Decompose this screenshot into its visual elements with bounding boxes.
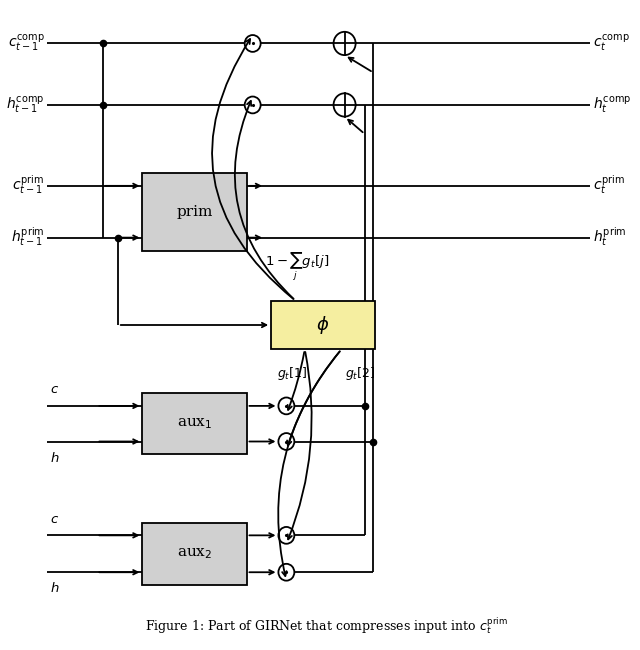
- Text: $c_{t-1}^{\rm prim}$: $c_{t-1}^{\rm prim}$: [13, 174, 44, 198]
- Bar: [142, 393, 246, 454]
- Text: $c_{t-1}^{\rm comp}$: $c_{t-1}^{\rm comp}$: [8, 33, 44, 54]
- Text: aux$_2$: aux$_2$: [177, 547, 212, 561]
- Text: $\phi$: $\phi$: [317, 314, 330, 336]
- Text: $g_t[2]$: $g_t[2]$: [345, 365, 375, 382]
- Text: aux$_1$: aux$_1$: [177, 417, 212, 431]
- Text: $c_{t}^{\rm prim}$: $c_{t}^{\rm prim}$: [593, 174, 625, 198]
- Text: $h$: $h$: [51, 450, 60, 465]
- Text: $h_{t-1}^{\rm comp}$: $h_{t-1}^{\rm comp}$: [6, 94, 44, 116]
- Text: Figure 1: Part of GIRNet that compresses input into $c_t^{\rm prim}$: Figure 1: Part of GIRNet that compresses…: [145, 615, 508, 636]
- Text: $h_{t-1}^{\rm prim}$: $h_{t-1}^{\rm prim}$: [11, 226, 44, 249]
- Text: $c_{t}^{\rm comp}$: $c_{t}^{\rm comp}$: [593, 33, 629, 54]
- Text: $h$: $h$: [51, 581, 60, 595]
- Text: $h_{t}^{\rm prim}$: $h_{t}^{\rm prim}$: [593, 226, 626, 249]
- Bar: [142, 173, 246, 250]
- Bar: [271, 301, 375, 349]
- Text: $c$: $c$: [51, 384, 60, 396]
- Text: $c$: $c$: [51, 513, 60, 526]
- Text: $1 - \sum_j g_t[j]$: $1 - \sum_j g_t[j]$: [265, 250, 329, 283]
- Text: $h_{t}^{\rm comp}$: $h_{t}^{\rm comp}$: [593, 94, 631, 116]
- Bar: [142, 523, 246, 584]
- Text: $g_t[1]$: $g_t[1]$: [277, 365, 308, 382]
- Text: prim: prim: [176, 205, 212, 219]
